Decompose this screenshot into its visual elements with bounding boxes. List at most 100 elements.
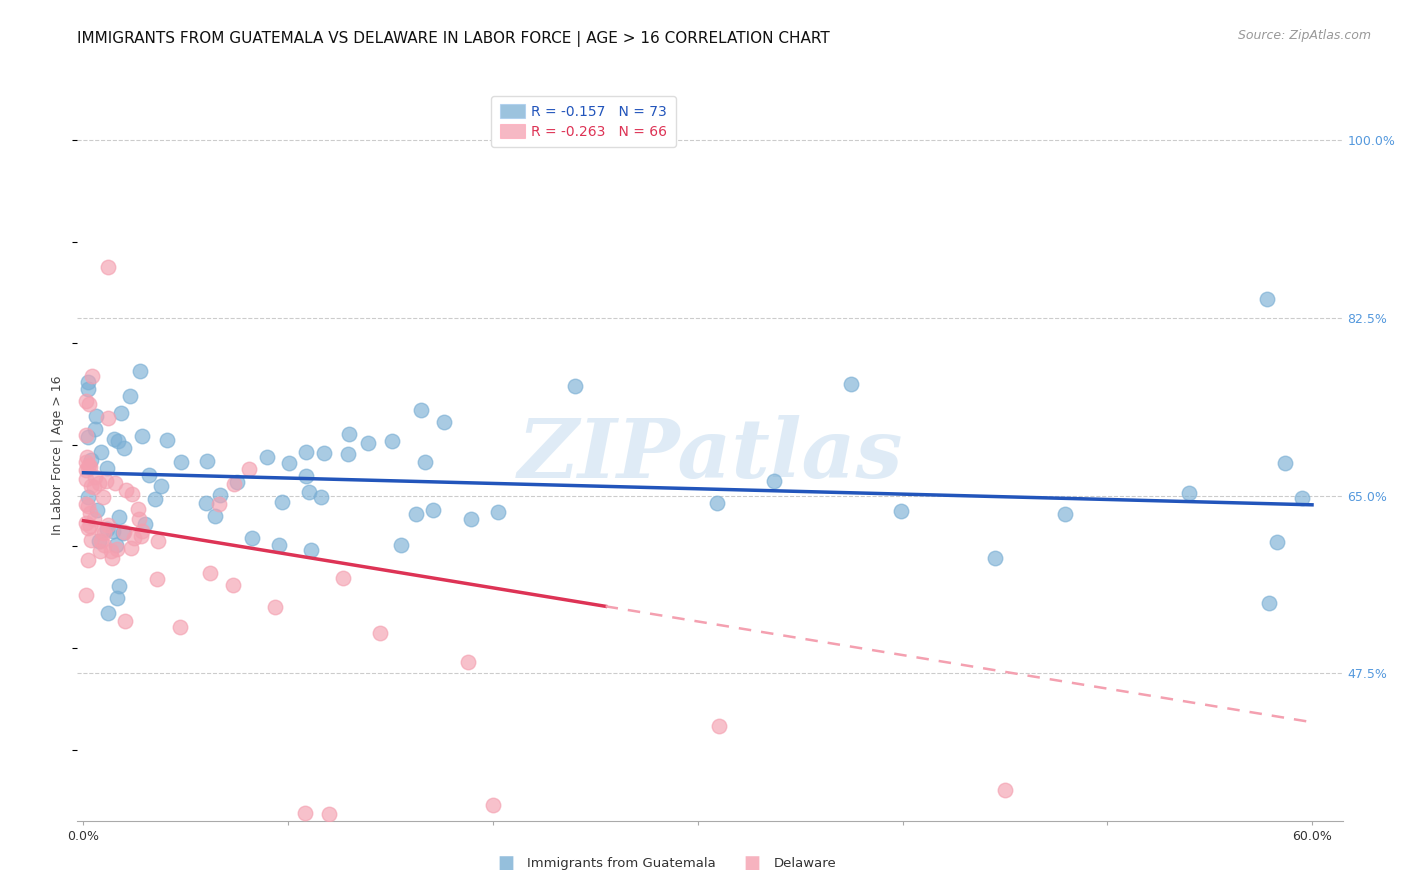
Point bbox=[108, 579, 131, 593]
Point bbox=[309, 490, 332, 504]
Point bbox=[75, 588, 97, 602]
Text: Immigrants from Guatemala: Immigrants from Guatemala bbox=[527, 857, 716, 870]
Point bbox=[298, 485, 321, 500]
Point bbox=[1274, 456, 1296, 470]
Point bbox=[1177, 486, 1199, 500]
Point bbox=[76, 450, 98, 464]
Point bbox=[129, 529, 152, 543]
Point bbox=[131, 524, 153, 538]
Point bbox=[110, 406, 132, 420]
Point bbox=[97, 260, 120, 274]
Point bbox=[332, 571, 354, 585]
Point bbox=[87, 476, 110, 491]
Point bbox=[763, 475, 786, 489]
Point bbox=[131, 429, 153, 443]
Point bbox=[457, 656, 479, 670]
Point bbox=[76, 430, 98, 444]
Point bbox=[77, 459, 100, 474]
Point bbox=[94, 474, 117, 488]
Point bbox=[318, 806, 340, 821]
Point bbox=[278, 456, 301, 470]
Point bbox=[75, 497, 97, 511]
Point bbox=[839, 376, 862, 391]
Legend: R = -0.157   N = 73, R = -0.263   N = 66: R = -0.157 N = 73, R = -0.263 N = 66 bbox=[491, 96, 676, 147]
Point bbox=[104, 476, 127, 491]
Point bbox=[114, 614, 136, 628]
Point bbox=[221, 578, 243, 592]
Point bbox=[89, 544, 111, 558]
Text: ■: ■ bbox=[498, 855, 515, 872]
Point bbox=[295, 445, 318, 459]
Text: IMMIGRANTS FROM GUATEMALA VS DELAWARE IN LABOR FORCE | AGE > 16 CORRELATION CHAR: IMMIGRANTS FROM GUATEMALA VS DELAWARE IN… bbox=[77, 31, 830, 47]
Point bbox=[381, 434, 404, 448]
Point bbox=[389, 538, 412, 552]
Point bbox=[129, 364, 152, 378]
Point bbox=[89, 533, 111, 548]
Point bbox=[238, 461, 260, 475]
Point bbox=[124, 531, 146, 545]
Point bbox=[97, 517, 120, 532]
Point bbox=[107, 434, 129, 449]
Point bbox=[267, 538, 290, 552]
Point bbox=[77, 458, 100, 472]
Point bbox=[105, 542, 128, 557]
Point bbox=[79, 460, 101, 475]
Point bbox=[222, 477, 245, 491]
Point bbox=[80, 368, 103, 383]
Point bbox=[90, 445, 112, 459]
Point bbox=[143, 492, 166, 507]
Point bbox=[77, 521, 100, 535]
Point bbox=[357, 436, 380, 450]
Point bbox=[1267, 534, 1289, 549]
Point bbox=[564, 379, 586, 393]
Point bbox=[138, 467, 160, 482]
Point bbox=[91, 490, 114, 504]
Point bbox=[80, 533, 103, 547]
Point bbox=[104, 538, 127, 552]
Text: Source: ZipAtlas.com: Source: ZipAtlas.com bbox=[1237, 29, 1371, 42]
Point bbox=[994, 783, 1017, 797]
Point bbox=[422, 503, 444, 517]
Point bbox=[93, 538, 115, 552]
Point bbox=[75, 472, 97, 486]
Point bbox=[890, 504, 912, 518]
Point bbox=[294, 805, 316, 820]
Point bbox=[169, 620, 191, 634]
Point bbox=[198, 566, 221, 581]
Point bbox=[146, 572, 169, 586]
Point bbox=[75, 454, 97, 468]
Point bbox=[156, 433, 179, 447]
Point bbox=[195, 496, 218, 510]
Point bbox=[84, 421, 107, 435]
Point bbox=[1258, 596, 1281, 610]
Point bbox=[271, 494, 294, 508]
Point bbox=[370, 625, 392, 640]
Point bbox=[112, 441, 135, 455]
Point bbox=[97, 411, 120, 425]
Point bbox=[460, 512, 482, 526]
Point bbox=[83, 480, 105, 494]
Point bbox=[115, 483, 138, 497]
Point bbox=[1256, 293, 1278, 307]
Point bbox=[209, 488, 232, 502]
Point bbox=[120, 389, 142, 403]
Point bbox=[86, 502, 108, 516]
Y-axis label: In Labor Force | Age > 16: In Labor Force | Age > 16 bbox=[51, 376, 65, 534]
Point bbox=[433, 415, 456, 429]
Point bbox=[105, 591, 128, 605]
Point bbox=[264, 599, 287, 614]
Point bbox=[75, 394, 97, 409]
Point bbox=[77, 553, 100, 567]
Point bbox=[83, 512, 105, 526]
Point bbox=[256, 450, 278, 464]
Point bbox=[77, 499, 100, 513]
Point bbox=[103, 432, 125, 446]
Point bbox=[80, 452, 103, 467]
Point bbox=[96, 523, 118, 537]
Point bbox=[706, 496, 728, 510]
Point bbox=[709, 719, 731, 733]
Point bbox=[1054, 507, 1077, 521]
Point bbox=[204, 508, 226, 523]
Point bbox=[486, 505, 509, 519]
Point bbox=[90, 534, 112, 549]
